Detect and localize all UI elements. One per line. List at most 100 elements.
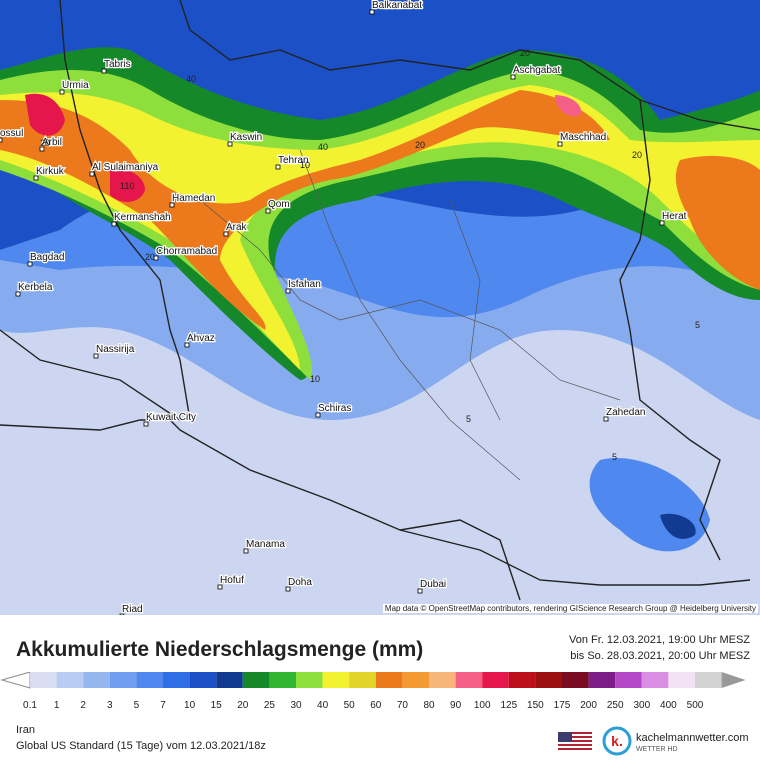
scale-label: 2	[80, 700, 86, 711]
city-label: Urmia	[62, 80, 89, 91]
scale-label: 60	[370, 700, 382, 711]
precip-zone	[675, 155, 760, 290]
legend-title: Akkumulierte Niederschlagsmenge (mm)	[16, 638, 424, 661]
precip-zone	[0, 0, 500, 90]
scale-label: 150	[527, 700, 544, 711]
city-marker	[153, 255, 159, 261]
city-label: Hamedan	[172, 193, 215, 204]
city-marker	[119, 613, 125, 615]
city-marker	[101, 68, 107, 74]
scale-label: 90	[450, 700, 462, 711]
precip-zone	[555, 95, 581, 117]
city-label: Kuwait City	[146, 412, 196, 423]
precip-zone	[110, 168, 145, 202]
color-swatch	[695, 672, 722, 688]
city-label: Isfahan	[288, 279, 321, 290]
scale-label: 50	[344, 700, 356, 711]
contour-label: 5	[612, 452, 617, 462]
city-label: Riad	[122, 604, 143, 615]
color-swatch	[83, 672, 110, 688]
contour-label: 5	[695, 320, 700, 330]
city-label: Qom	[268, 199, 290, 210]
color-swatch	[322, 672, 350, 688]
city-marker	[417, 588, 423, 594]
city-label: Bagdad	[30, 252, 64, 263]
scale-label: 25	[264, 700, 276, 711]
city-label: Kirkuk	[36, 166, 65, 177]
scale-label: 175	[554, 700, 571, 711]
scale-label: 125	[500, 700, 517, 711]
city-marker	[285, 288, 291, 294]
date-to: bis So. 28.03.2021, 20:00 Uhr MESZ	[570, 650, 750, 662]
color-swatch	[429, 672, 456, 688]
scale-arrow-right	[721, 672, 746, 688]
borders	[0, 0, 760, 601]
color-swatch	[668, 672, 695, 688]
city-label: Kaswin	[230, 132, 262, 143]
city-label: Manama	[246, 539, 285, 550]
city-label: Herat	[662, 211, 687, 222]
scale-label: 200	[580, 700, 597, 711]
contour-label: 20	[145, 252, 155, 262]
city-marker	[227, 141, 233, 147]
color-swatch	[296, 672, 323, 688]
scale-label: 1	[54, 700, 60, 711]
precip-zone	[25, 93, 65, 136]
brand-logo: k.	[602, 726, 632, 756]
city-label: Arak	[226, 222, 248, 233]
city-label: ossul	[0, 128, 23, 139]
region: Iran	[16, 724, 35, 736]
date-from: Von Fr. 12.03.2021, 19:00 Uhr MESZ	[569, 634, 750, 646]
scale-label: 5	[134, 700, 140, 711]
city-label: Doha	[288, 577, 312, 588]
city-marker	[557, 141, 563, 147]
city-label: Tehran	[278, 155, 309, 166]
contour-label: 20	[520, 48, 530, 58]
scale-label: 20	[237, 700, 249, 711]
color-swatch	[615, 672, 642, 688]
legend-panel: Akkumulierte Niederschlagsmenge (mm) Von…	[0, 616, 760, 760]
city-marker	[169, 202, 175, 208]
color-swatch	[402, 672, 429, 688]
scale-label: 80	[423, 700, 435, 711]
contour-label: 40	[186, 74, 196, 84]
city-label: Maschhad	[560, 132, 606, 143]
color-swatch	[189, 672, 217, 688]
city-label: Nassirija	[96, 344, 135, 355]
model-info: Global US Standard (15 Tage) vom 12.03.2…	[16, 740, 266, 752]
city-label: Ahvaz	[187, 333, 215, 344]
city-label: Al Sulaimaniya	[92, 162, 159, 173]
city-marker	[27, 261, 33, 267]
color-swatch	[508, 672, 536, 688]
city-label: Aschgabat	[513, 65, 560, 76]
color-swatch	[535, 672, 562, 688]
scale-label: 0.1	[23, 700, 37, 711]
city-marker	[93, 353, 99, 359]
city-marker	[89, 171, 95, 177]
brand: kachelmannwetter.com	[636, 732, 749, 744]
city-marker	[285, 586, 291, 592]
city-marker	[603, 416, 609, 422]
color-swatch	[56, 672, 84, 688]
scale-label: 30	[290, 700, 302, 711]
scale-label: 70	[397, 700, 409, 711]
city-marker	[184, 342, 190, 348]
precip-zone	[0, 85, 760, 370]
city-label: Zahedan	[606, 407, 645, 418]
city-marker	[111, 221, 117, 227]
scale-label: 300	[633, 700, 650, 711]
province-lines	[199, 149, 621, 481]
contour-label: 20	[40, 138, 50, 148]
city-marker	[39, 146, 45, 152]
color-swatch	[269, 672, 296, 688]
contour-label: 110	[120, 181, 134, 191]
city-label: Kermanshah	[114, 212, 171, 223]
color-swatch	[216, 672, 243, 688]
city-label: Balkanabat	[372, 0, 422, 11]
city-marker	[265, 208, 271, 214]
city-marker	[217, 584, 223, 590]
city-label: Tabris	[104, 59, 131, 70]
scale-label: 500	[687, 700, 704, 711]
color-swatch	[30, 672, 57, 688]
